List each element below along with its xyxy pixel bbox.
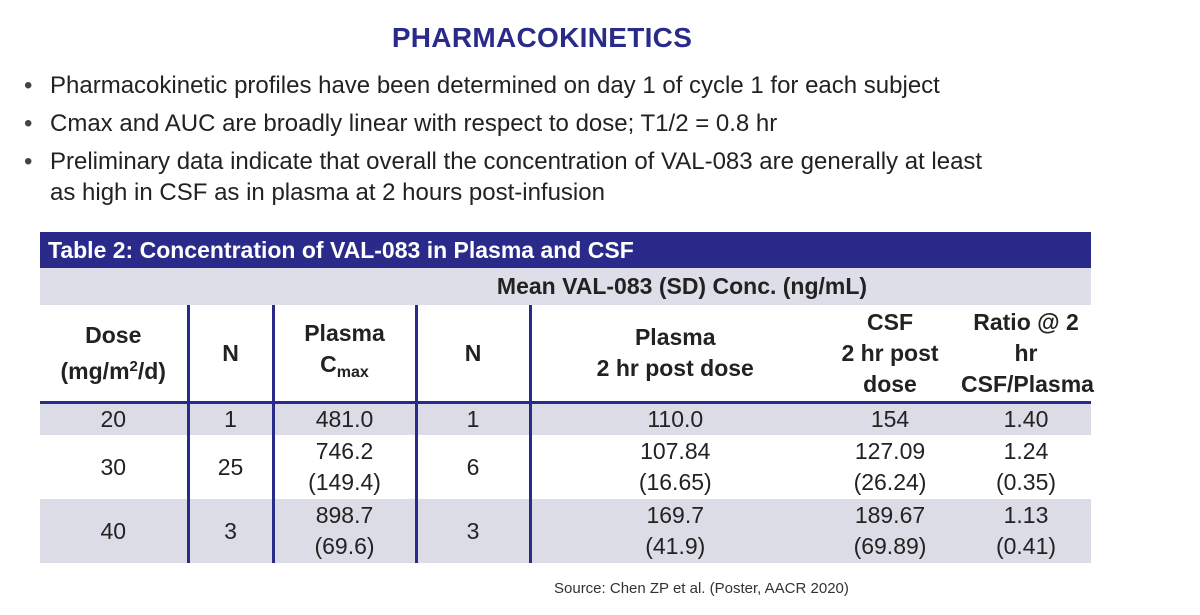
slide-title: PHARMACOKINETICS [391, 22, 693, 53]
header-plasma-cmax: Plasma Cmax [271, 305, 416, 404]
bullet-item: • Cmax and AUC are broadly linear with r… [22, 108, 1122, 139]
cell-ratio: 1.40 [961, 402, 1091, 435]
cell-n2: 3 [414, 499, 530, 563]
cell-csf: 127.09 (26.24) [819, 435, 961, 499]
cell-ratio: 1.13 (0.41) [961, 499, 1091, 563]
cell-n1: 25 [186, 435, 273, 499]
header-dose: Dose (mg/m2/d) [40, 305, 188, 404]
header-plasma-2hr: Plasma 2 hr post dose [528, 305, 819, 404]
bullet-text: Pharmacokinetic profiles have been deter… [50, 72, 940, 99]
table-row: 30 25 746.2 (149.4) 6 107.84 (16.65) 127… [40, 435, 1091, 499]
cell-n1: 1 [186, 402, 273, 435]
bullet-list: • Pharmacokinetic profiles have been det… [22, 70, 1122, 215]
table-row: 20 1 481.0 1 110.0 154 1.40 [40, 402, 1091, 435]
group-header: Mean VAL-083 (SD) Conc. (ng/mL) [273, 268, 1091, 305]
table-header-row: Dose (mg/m2/d) N Plasma Cmax N Plasma 2 … [40, 305, 1094, 404]
table-header-blank [40, 268, 273, 305]
cell-cmax: 898.7 (69.6) [271, 499, 416, 563]
cell-n2: 1 [414, 402, 530, 435]
bullet-text-line: as high in CSF as in plasma at 2 hours p… [50, 179, 605, 206]
cell-cmax: 746.2 (149.4) [271, 435, 416, 499]
bullet-text: Cmax and AUC are broadly linear with res… [50, 110, 778, 137]
header-n1: N [186, 305, 273, 404]
cell-plasma-2hr: 110.0 [528, 402, 819, 435]
bullet-item: • Preliminary data indicate that overall… [22, 146, 1122, 208]
cell-dose: 30 [40, 435, 188, 499]
bullet-item: • Pharmacokinetic profiles have been det… [22, 70, 1122, 101]
header-n2: N [414, 305, 530, 404]
table-group-header-row: Mean VAL-083 (SD) Conc. (ng/mL) [40, 268, 1091, 305]
header-csf-2hr: CSF 2 hr post dose [819, 305, 961, 404]
cell-plasma-2hr: 169.7 (41.9) [528, 499, 819, 563]
bullet-dot-icon: • [24, 110, 33, 137]
cell-csf: 154 [819, 402, 961, 435]
bullet-dot-icon: • [24, 148, 33, 175]
cell-plasma-2hr: 107.84 (16.65) [528, 435, 819, 499]
bullet-dot-icon: • [24, 72, 33, 99]
bullet-text-line: Preliminary data indicate that overall t… [50, 148, 983, 175]
cell-dose: 20 [40, 402, 188, 435]
source-citation: Source: Chen ZP et al. (Poster, AACR 202… [554, 580, 849, 597]
table-caption: Table 2: Concentration of VAL-083 in Pla… [40, 232, 1091, 268]
cell-n1: 3 [186, 499, 273, 563]
cell-dose: 40 [40, 499, 188, 563]
data-table: Mean VAL-083 (SD) Conc. (ng/mL) Dose (mg… [40, 268, 1094, 563]
header-ratio: Ratio @ 2 hr CSF/Plasma [961, 305, 1094, 404]
cell-n2: 6 [414, 435, 530, 499]
table-row: 40 3 898.7 (69.6) 3 169.7 (41.9) 189.67 … [40, 499, 1091, 563]
concentration-table: Table 2: Concentration of VAL-083 in Pla… [40, 232, 1094, 563]
cell-cmax: 481.0 [271, 402, 416, 435]
cell-ratio: 1.24 (0.35) [961, 435, 1091, 499]
cell-csf: 189.67 (69.89) [819, 499, 961, 563]
